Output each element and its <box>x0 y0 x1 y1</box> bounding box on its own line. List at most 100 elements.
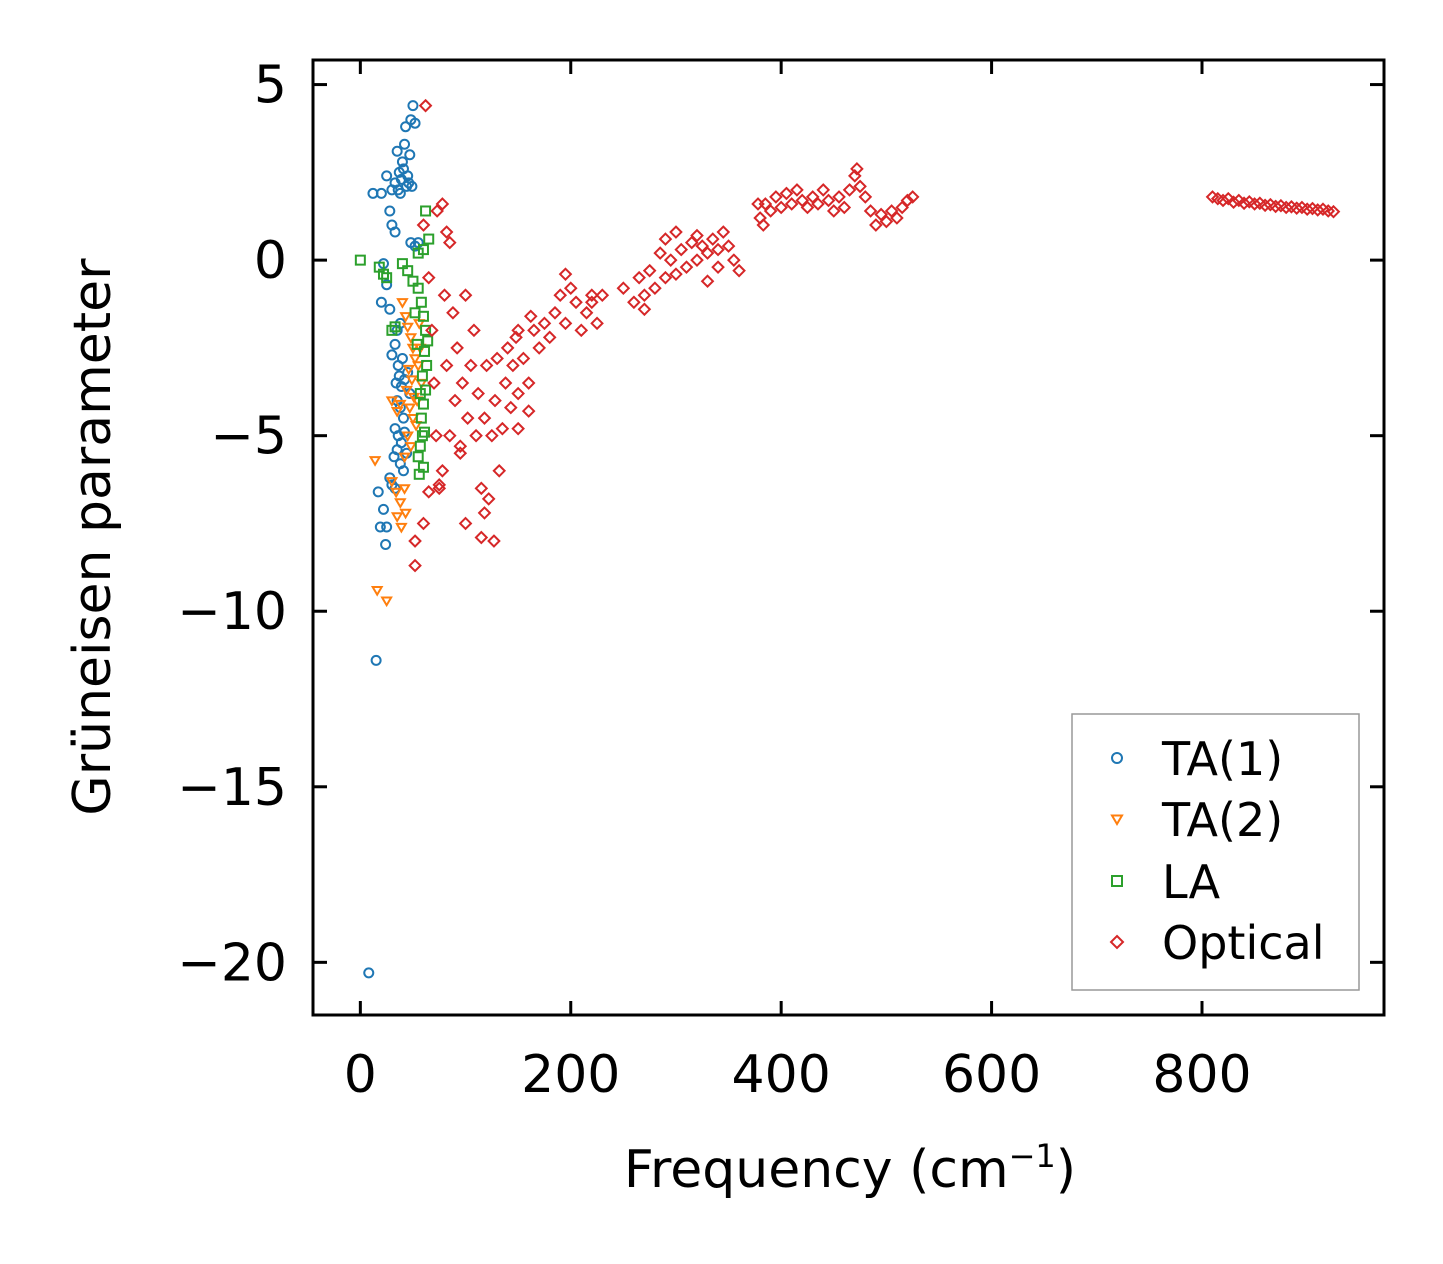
point-la <box>402 265 414 277</box>
point-optical <box>435 463 450 478</box>
point-ta1 <box>392 184 404 196</box>
point-la <box>381 272 393 284</box>
point-optical <box>790 183 804 197</box>
point-optical <box>418 98 433 113</box>
y-tick-label: 5 <box>254 56 287 116</box>
point-optical <box>527 323 541 338</box>
point-la <box>411 338 423 350</box>
point-ta2 <box>399 508 412 520</box>
point-ta1 <box>400 121 412 133</box>
point-optical <box>863 204 878 218</box>
point-optical <box>498 376 513 390</box>
point-ta2 <box>390 512 404 523</box>
point-optical <box>690 228 704 243</box>
point-ta1 <box>397 412 409 424</box>
point-optical <box>756 218 771 232</box>
point-optical <box>542 330 557 345</box>
point-optical <box>485 428 499 443</box>
point-optical <box>690 253 704 267</box>
point-optical <box>837 200 852 215</box>
point-optical <box>416 516 431 531</box>
point-optical <box>1247 197 1262 211</box>
point-ta1 <box>396 352 408 364</box>
point-optical <box>500 341 515 355</box>
legend-marker-la <box>1111 875 1123 887</box>
point-ta1 <box>375 187 387 199</box>
point-ta1 <box>363 967 375 979</box>
point-optical <box>435 197 450 211</box>
point-ta1 <box>381 279 393 291</box>
legend-label-optical: Optical <box>1162 916 1324 970</box>
point-optical <box>458 288 473 303</box>
point-ta2 <box>396 298 409 309</box>
point-la <box>354 254 366 266</box>
point-optical <box>800 200 815 215</box>
point-ta1 <box>380 539 392 551</box>
point-ta2 <box>385 477 399 488</box>
y-tick-label: −20 <box>177 933 287 993</box>
y-tick-label: −10 <box>177 582 287 642</box>
point-optical <box>779 186 794 201</box>
point-optical <box>700 274 715 289</box>
point-optical <box>895 200 909 215</box>
x-tick-label: 200 <box>521 1045 620 1105</box>
point-optical <box>492 463 507 478</box>
point-optical <box>1279 200 1293 215</box>
point-optical <box>821 193 836 208</box>
point-ta1 <box>409 117 421 129</box>
point-ta2 <box>403 403 417 415</box>
point-optical <box>532 341 547 355</box>
legend-marker-ta1 <box>1111 752 1123 764</box>
point-la <box>412 451 424 463</box>
x-tick-label: 600 <box>942 1045 1041 1105</box>
point-optical <box>879 214 894 229</box>
point-ta1 <box>389 338 401 350</box>
x-tick-label: 400 <box>732 1045 831 1105</box>
point-optical <box>595 288 610 303</box>
point-optical <box>832 190 846 204</box>
point-ta2 <box>385 396 399 408</box>
point-ta2 <box>399 312 412 323</box>
series-ta1 <box>363 100 424 979</box>
point-optical <box>471 386 485 401</box>
point-optical <box>506 358 520 373</box>
point-optical <box>679 260 694 274</box>
point-optical <box>869 218 883 232</box>
point-optical <box>453 439 468 454</box>
point-optical <box>658 232 673 246</box>
point-optical <box>627 295 641 310</box>
point-ta1 <box>407 100 419 112</box>
axis-ticks <box>313 60 1384 1015</box>
point-optical <box>569 295 583 310</box>
point-ta2 <box>368 456 382 467</box>
point-optical <box>495 421 510 436</box>
point-optical <box>511 421 525 436</box>
point-optical <box>774 200 788 215</box>
point-optical <box>711 260 725 274</box>
legend-markers <box>1109 752 1125 950</box>
point-optical <box>653 246 667 260</box>
point-optical <box>537 316 552 331</box>
y-axis-title: Grüneisen parameter <box>63 258 123 816</box>
point-optical <box>579 305 594 320</box>
point-optical <box>408 558 422 573</box>
point-optical <box>460 411 475 425</box>
point-ta1 <box>391 145 403 157</box>
point-ta2 <box>408 354 422 365</box>
y-tick-label: 0 <box>254 231 287 291</box>
x-axis-title: Frequency (cm−1) <box>624 1137 1076 1200</box>
point-la <box>409 307 421 319</box>
point-optical <box>826 204 841 218</box>
point-ta2 <box>398 484 411 495</box>
point-optical <box>669 267 683 281</box>
point-ta2 <box>406 413 420 425</box>
point-optical <box>487 534 501 548</box>
point-la <box>415 296 427 308</box>
point-optical <box>442 235 457 250</box>
point-optical <box>477 411 492 425</box>
point-optical <box>408 534 422 548</box>
point-ta2 <box>401 431 414 443</box>
point-optical <box>442 428 457 443</box>
point-optical <box>503 400 518 415</box>
